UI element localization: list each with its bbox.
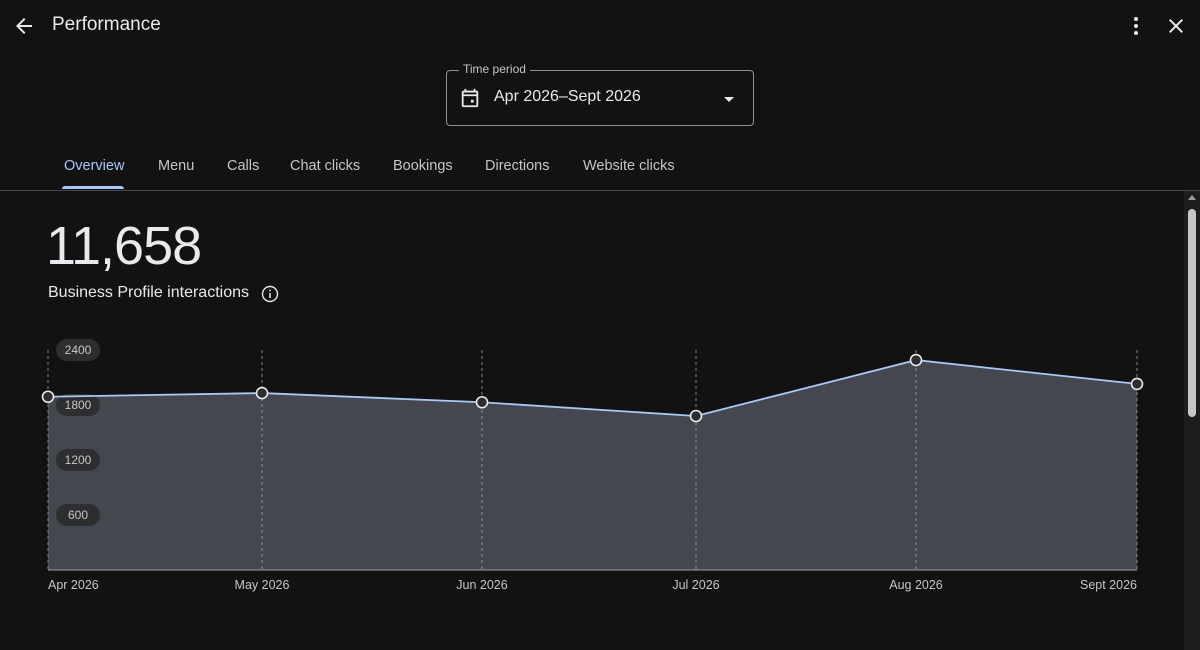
chart-data-point[interactable] xyxy=(689,409,703,423)
chart-data-point[interactable] xyxy=(475,395,489,409)
metric-label: Business Profile interactions xyxy=(48,284,249,301)
info-icon[interactable] xyxy=(261,285,279,303)
y-tick-pill xyxy=(56,449,100,471)
x-tick-label: Sept 2026 xyxy=(1080,578,1137,592)
y-tick-label: 1800 xyxy=(65,398,92,412)
chart-data-point[interactable] xyxy=(41,390,55,404)
y-tick-pill xyxy=(56,394,100,416)
vertical-scrollbar[interactable] xyxy=(1184,191,1200,650)
x-tick-label: May 2026 xyxy=(235,578,290,592)
tab-chat-clicks[interactable]: Chat clicks xyxy=(290,158,361,174)
x-tick-label: Jun 2026 xyxy=(456,578,507,592)
x-tick-label: Apr 2026 xyxy=(48,578,99,592)
metric-total: 11,658 xyxy=(46,216,202,276)
y-tick-label: 2400 xyxy=(65,343,92,357)
time-period-label: Time period xyxy=(459,62,530,76)
scroll-thumb[interactable] xyxy=(1188,209,1196,417)
tab-directions[interactable]: Directions xyxy=(485,158,550,174)
chart-series-line xyxy=(47,359,1138,417)
chart-area xyxy=(48,360,1137,570)
chart-data-point[interactable] xyxy=(1130,377,1144,391)
calendar-icon xyxy=(459,87,481,109)
more-vert-icon[interactable] xyxy=(1124,14,1148,38)
x-tick-label: Jul 2026 xyxy=(672,578,719,592)
scroll-up-arrow-icon[interactable] xyxy=(1188,195,1196,200)
y-tick-pill xyxy=(56,339,100,361)
arrow-back-icon[interactable] xyxy=(12,14,36,38)
y-tick-label: 600 xyxy=(68,508,88,522)
tab-bookings[interactable]: Bookings xyxy=(393,158,453,174)
tab-menu[interactable]: Menu xyxy=(158,158,195,174)
chart-data-point[interactable] xyxy=(255,386,269,400)
chart-data-point[interactable] xyxy=(909,353,923,367)
y-tick-pill xyxy=(56,504,100,526)
y-tick-label: 1200 xyxy=(65,453,92,467)
active-tab-indicator xyxy=(62,186,124,189)
time-period-select[interactable]: Time period Apr 2026–Sept 2026 xyxy=(446,62,754,126)
tab-website-clicks[interactable]: Website clicks xyxy=(583,158,675,174)
page-title: Performance xyxy=(52,14,161,35)
time-period-value: Apr 2026–Sept 2026 xyxy=(494,88,641,105)
interactions-chart: 2400 1800 1200 600 Apr 2026 May 2026 Jun 2026 J… xyxy=(41,339,1144,592)
close-icon[interactable] xyxy=(1164,14,1188,38)
x-tick-label: Aug 2026 xyxy=(889,578,943,592)
metric-tabs: Overview Menu Calls Chat clicks Bookings… xyxy=(0,150,1200,191)
tab-overview[interactable]: Overview xyxy=(64,158,125,174)
tab-calls[interactable]: Calls xyxy=(227,158,260,174)
dropdown-arrow-icon xyxy=(721,91,737,107)
app-header: Performance xyxy=(0,0,1200,52)
